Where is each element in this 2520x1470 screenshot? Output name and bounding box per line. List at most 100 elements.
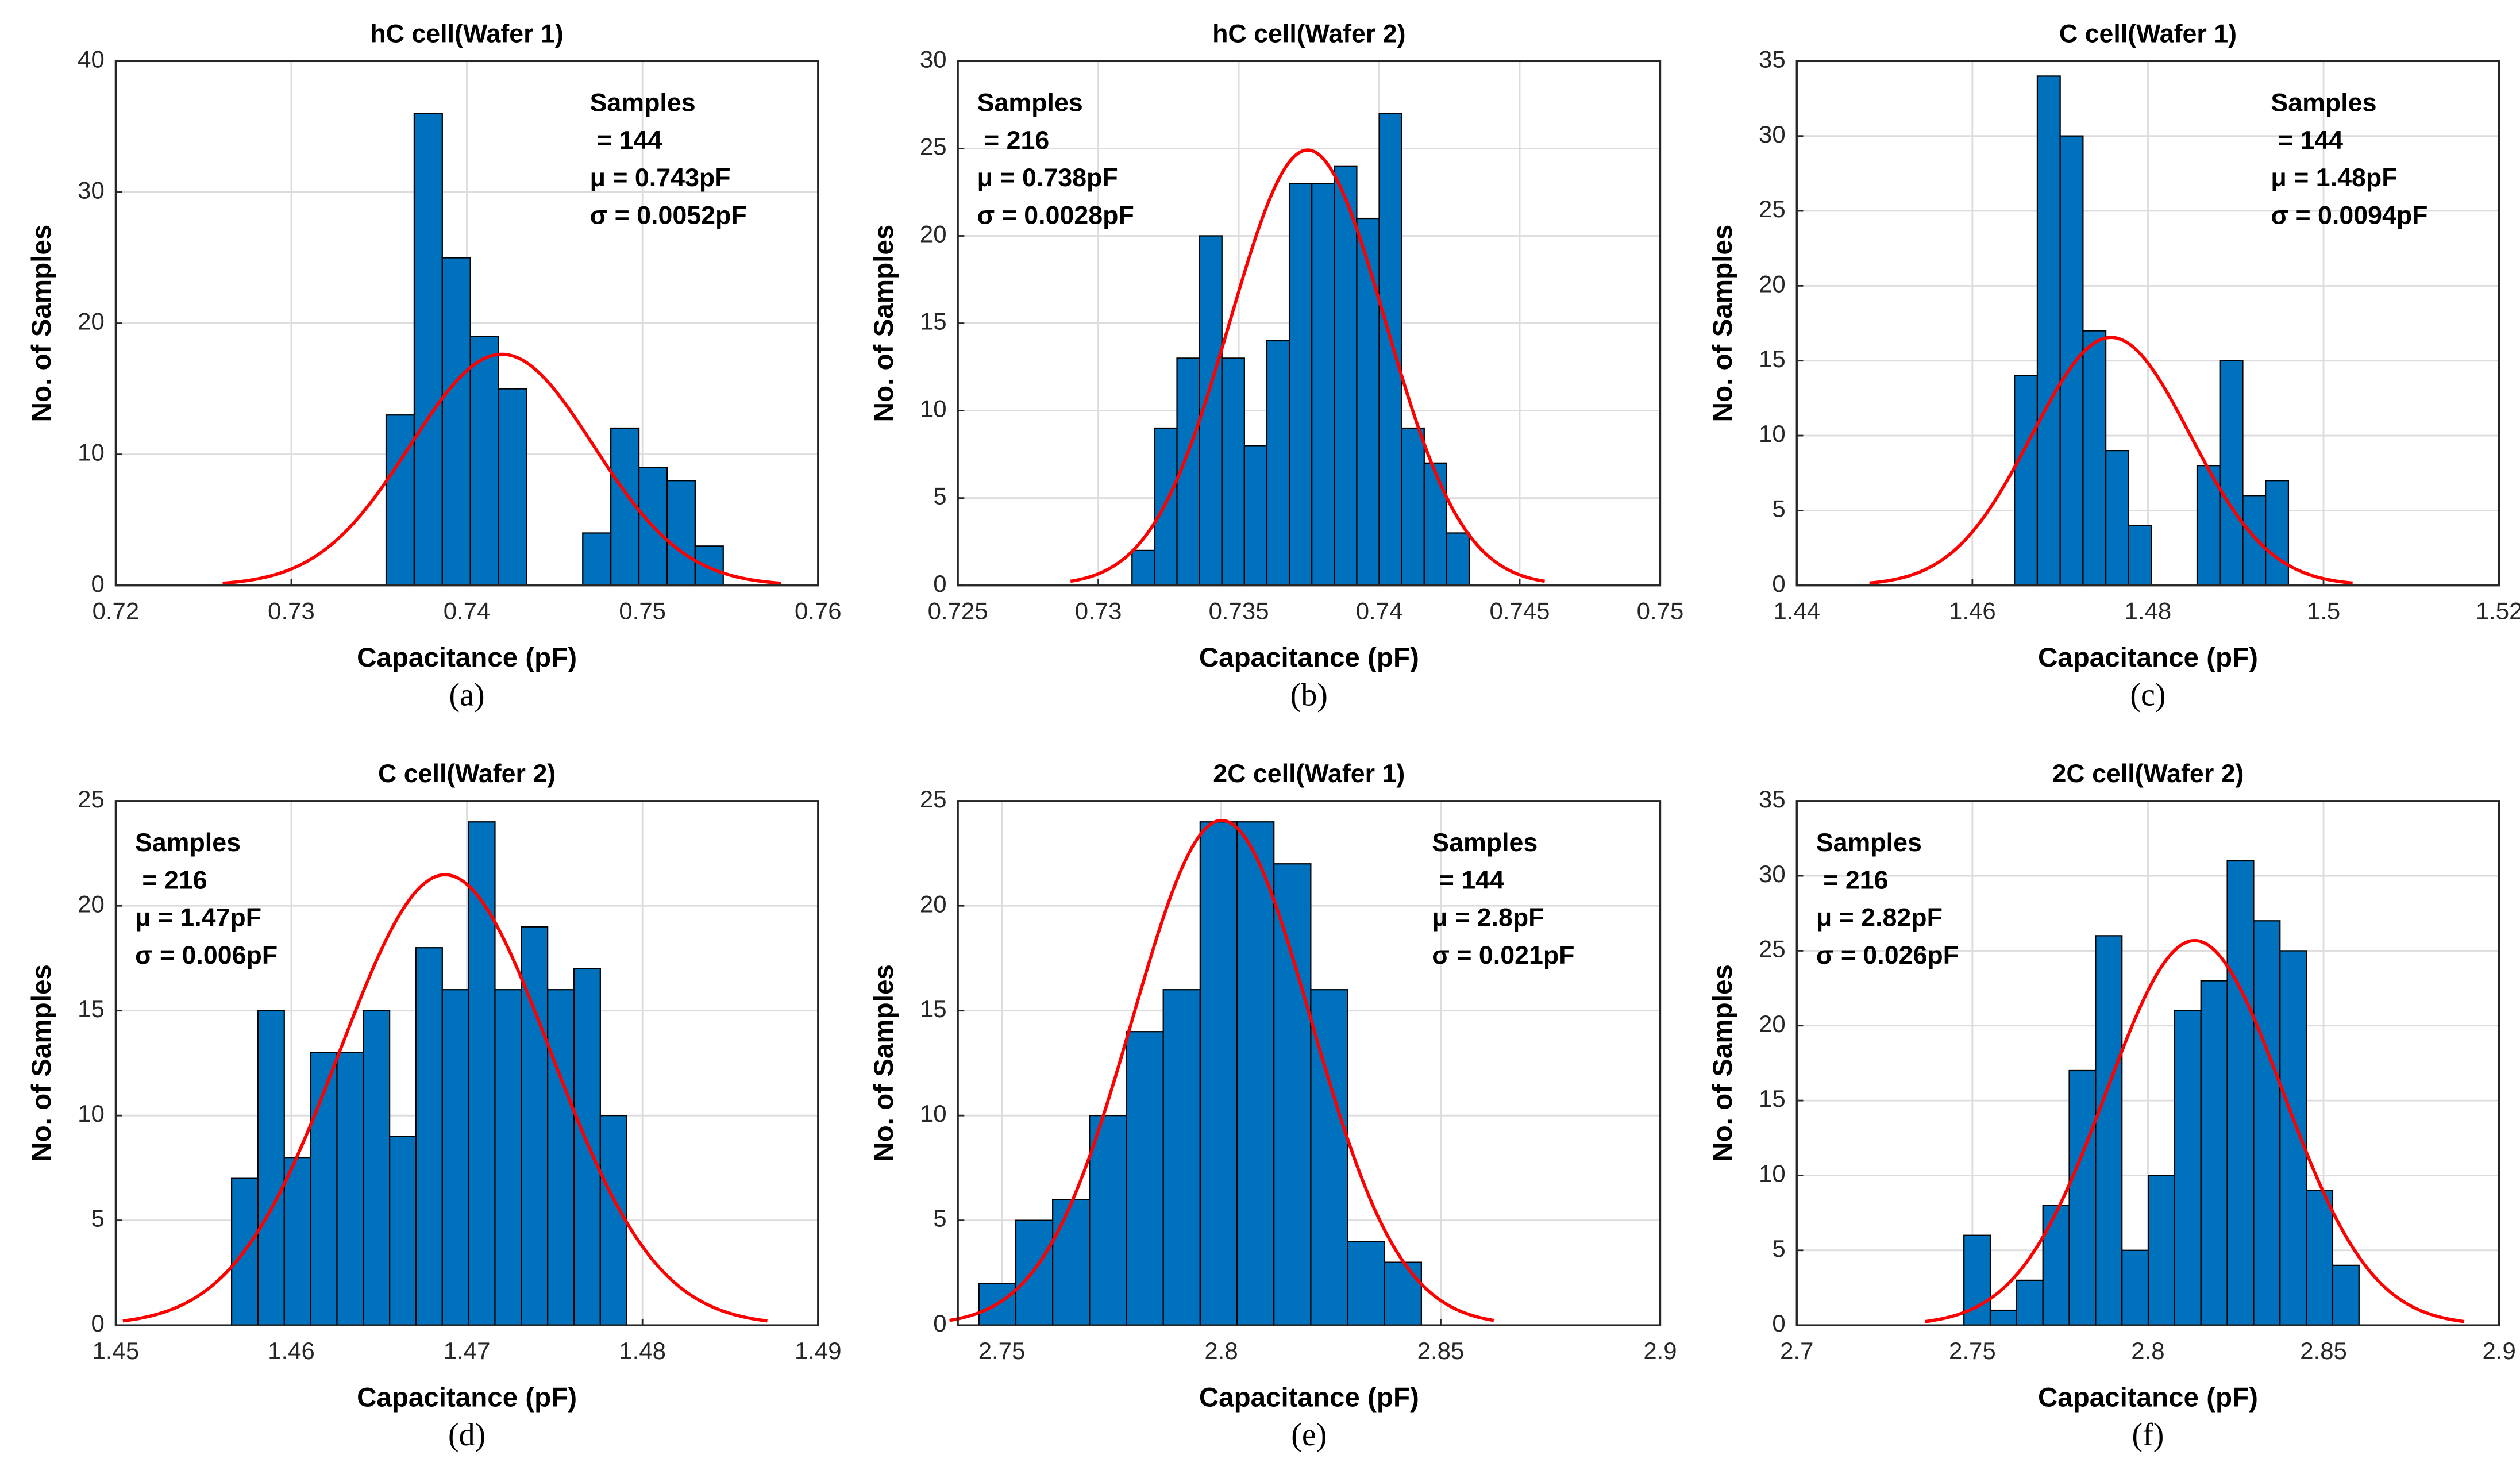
bar [469, 336, 499, 586]
y-tick-label: 20 [920, 221, 947, 248]
subplot: 1.45 1.46 1.47 1.48 1.49 0 5 10 15 20 25 C cell(Waf… [26, 759, 841, 1453]
x-tick-label: 0.75 [619, 597, 666, 624]
x-tick-label: 2.8 [2131, 1337, 2164, 1364]
annotation: = 216 [135, 865, 207, 894]
panel-label: (a) [449, 677, 485, 713]
x-axis-label: Capacitance (pF) [1199, 642, 1419, 673]
bar [494, 989, 522, 1326]
bar [498, 388, 527, 586]
panel-label: (e) [1291, 1417, 1327, 1453]
bar [1052, 1199, 1091, 1326]
axes-frame [957, 800, 1662, 1326]
y-tick-label: 35 [1759, 786, 1786, 813]
y-tick-label: 25 [1759, 935, 1786, 962]
x-axis-label: Capacitance (pF) [1199, 1382, 1419, 1413]
x-tick-label: 2.7 [1780, 1337, 1813, 1364]
bar [1288, 183, 1313, 586]
bar [2226, 860, 2255, 1326]
y-tick-label: 0 [1772, 1310, 1785, 1337]
bar [2253, 920, 2281, 1326]
bar [257, 1010, 285, 1326]
bar [1401, 427, 1425, 586]
bar [2265, 480, 2290, 586]
y-tick-label: 20 [78, 308, 105, 335]
y-tick-label: 10 [78, 1100, 105, 1127]
annotation: = 144 [1432, 865, 1504, 894]
y-tick-label: 30 [78, 177, 105, 204]
subplot-title: 2C cell(Wafer 2) [2052, 759, 2244, 788]
x-tick-label: 1.46 [268, 1337, 315, 1364]
y-tick-label: 5 [1772, 495, 1785, 522]
y-tick-label: 20 [920, 890, 947, 917]
bar [1266, 340, 1290, 586]
bar [573, 968, 601, 1326]
subplot: 1.44 1.46 1.48 1.5 1.52 0 5 10 15 20 25 30 35 C cell(… [1708, 19, 2520, 713]
x-tick-label: 1.44 [1773, 597, 1820, 624]
annotation: μ = 1.48pF [2271, 163, 2397, 192]
bar [694, 545, 724, 586]
panel-label: (c) [2130, 677, 2165, 713]
bar [385, 414, 415, 586]
y-tick-label: 30 [920, 45, 947, 72]
annotation: μ = 0.743pF [590, 163, 731, 192]
annotation: Samples [1816, 828, 1922, 857]
y-tick-label: 15 [1759, 1085, 1786, 1112]
subplot: 0.72 0.73 0.74 0.75 0.76 0 10 20 30 40 hC cell(Waf… [26, 19, 841, 713]
y-tick-label: 30 [1759, 860, 1786, 887]
annotation: μ = 2.8pF [1432, 903, 1544, 932]
y-tick-label: 0 [91, 1310, 104, 1337]
bar [2042, 1205, 2070, 1326]
y-tick-label: 5 [933, 1205, 946, 1232]
fit-curve [949, 818, 1494, 1322]
bar [1446, 532, 1470, 586]
panel-label: (f) [2132, 1417, 2164, 1453]
y-axis-label: No. of Samples [1708, 225, 1738, 422]
annotation: μ = 2.82pF [1816, 903, 1943, 932]
annotation: σ = 0.026pF [1816, 941, 1959, 969]
y-tick-label: 40 [78, 45, 105, 72]
y-tick-label: 0 [1772, 570, 1785, 597]
x-tick-label: 2.9 [1643, 1337, 1677, 1364]
bar [283, 1157, 311, 1326]
y-tick-label: 0 [933, 570, 946, 597]
annotation: σ = 0.0052pF [590, 201, 747, 229]
x-tick-label: 1.48 [619, 1337, 666, 1364]
bar [1963, 1234, 1991, 1326]
fit-curve [122, 873, 768, 1323]
subplot-title: 2C cell(Wafer 1) [1213, 759, 1405, 788]
y-tick-label: 15 [920, 995, 947, 1022]
panel-label: (b) [1290, 677, 1328, 713]
x-tick-label: 0.72 [93, 597, 140, 624]
y-axis-label: No. of Samples [26, 964, 57, 1162]
x-tick-label: 2.85 [2300, 1337, 2347, 1364]
bar [2332, 1264, 2360, 1326]
bar [2059, 135, 2084, 586]
annotation: Samples [977, 88, 1083, 117]
annotation: σ = 0.0028pF [977, 201, 1134, 229]
subplot: 0.725 0.73 0.735 0.74 0.745 0.75 0 5 10 15 20 25 30 h… [869, 19, 1683, 713]
x-axis-label: Capacitance (pF) [2038, 1382, 2258, 1413]
y-axis-label: No. of Samples [1708, 964, 1738, 1162]
bar [2105, 449, 2129, 586]
y-tick-label: 30 [1759, 121, 1786, 148]
x-tick-label: 1.48 [2125, 597, 2172, 624]
bar [1236, 821, 1275, 1326]
y-tick-label: 5 [1772, 1235, 1785, 1262]
annotation: σ = 0.021pF [1432, 941, 1574, 969]
bar [2068, 1069, 2097, 1326]
y-tick-label: 20 [78, 890, 105, 917]
x-tick-label: 0.73 [268, 597, 315, 624]
subplot: 2.7 2.75 2.8 2.85 2.9 0 5 10 15 20 25 30 35 2C cell(W… [1708, 759, 2516, 1453]
x-tick-label: 0.75 [1637, 597, 1684, 624]
bar [2121, 1249, 2149, 1326]
x-tick-label: 2.75 [978, 1337, 1026, 1364]
bar [2200, 980, 2228, 1326]
y-tick-label: 5 [91, 1205, 104, 1232]
annotation: = 216 [1816, 865, 1889, 894]
bar [582, 532, 612, 586]
annotation: Samples [590, 88, 696, 117]
x-axis-label: Capacitance (pF) [357, 1382, 577, 1413]
bar [413, 113, 443, 586]
bar [1243, 445, 1268, 586]
